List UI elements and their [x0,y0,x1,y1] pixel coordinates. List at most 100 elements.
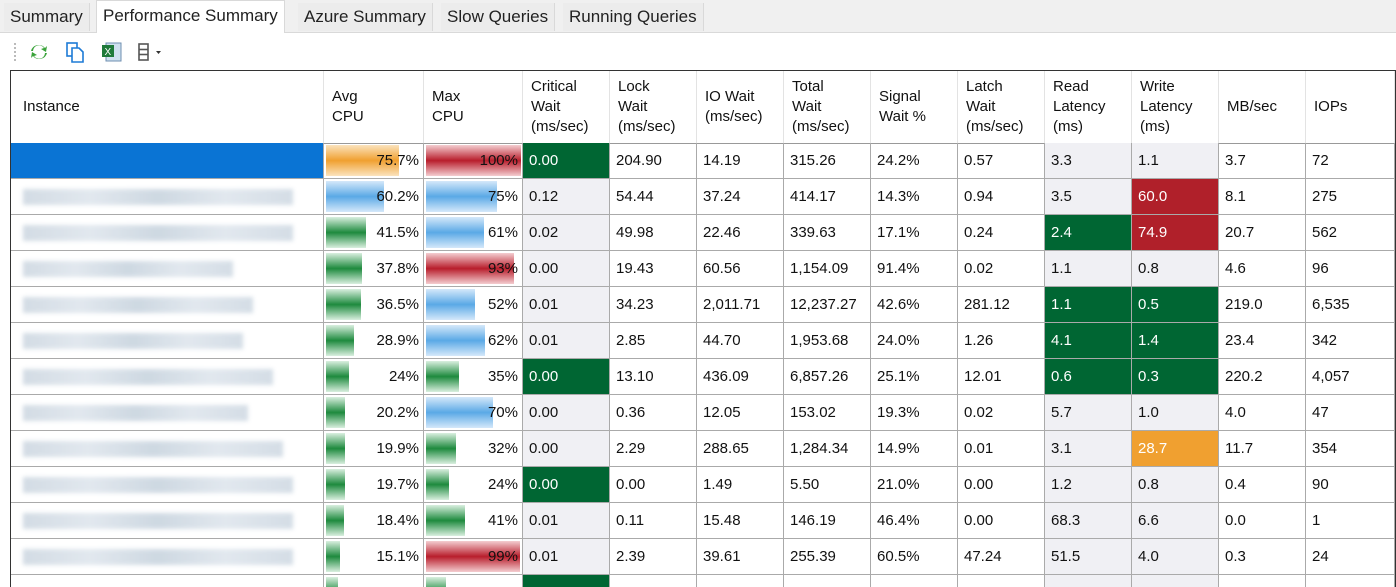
max-cpu-cell-bar [426,289,476,320]
total-wait-cell: 5.50 [784,467,871,503]
lock-wait-cell: 0.00 [610,467,697,503]
redacted-instance-name [23,261,233,277]
read-latency-cell: 3.1 [1045,431,1132,467]
latch-wait-cell: 12.01 [958,359,1045,395]
max-cpu-cell-bar [426,541,521,572]
signal-wait-cell: 19.3% [871,395,958,431]
column-header-mb-per-sec[interactable]: MB/sec [1219,71,1306,143]
avg-cpu-cell-bar [326,433,346,464]
mb-per-sec-cell: 4.0 [1219,395,1306,431]
column-header-io-wait[interactable]: IO Wait (ms/sec) [697,71,784,143]
signal-wait-cell: 24.2% [871,143,958,179]
io-wait-cell: 1.49 [697,467,784,503]
cell [1132,575,1219,587]
table-row[interactable]: 41.5% 61% 0.02 49.98 22.46 339.63 17.1% 0.24 2.4… [11,215,1395,251]
iops-cell: 90 [1306,467,1395,503]
read-latency-cell: 51.5 [1045,539,1132,575]
cell [610,575,697,587]
table-row[interactable]: 19.7% 24% 0.00 0.00 1.49 5.50 21.0% 0.00 1.2 0.8 0… [11,467,1395,503]
max-cpu-cell-bar [426,505,465,536]
tab-bar: Summary Performance Summary Azure Summary S… [0,0,1396,33]
tab-performance-summary[interactable]: Performance Summary [96,0,285,33]
max-cpu-cell-bar [426,253,515,284]
excel-export-icon[interactable]: X [100,41,122,63]
avg-cpu-cell-value: 18.4% [376,512,419,529]
refresh-icon[interactable] [28,41,50,63]
latch-wait-cell: 47.24 [958,539,1045,575]
column-header-avg-cpu[interactable]: Avg CPU [324,71,424,143]
signal-wait-cell: 14.3% [871,179,958,215]
table-row[interactable]: 20.2% 70% 0.00 0.36 12.05 153.02 19.3% 0.02 5.7 1… [11,395,1395,431]
avg-cpu-cell-value: 24% [388,368,419,385]
latch-wait-cell: 0.02 [958,395,1045,431]
max-cpu-cell: 75% [424,179,523,215]
max-cpu-cell-value: 99% [487,548,518,565]
critical-wait-cell: 0.00 [523,395,610,431]
table-row[interactable]: 37.8% 93% 0.00 19.43 60.56 1,154.09 91.4% 0.02 1… [11,251,1395,287]
column-header-signal-wait[interactable]: Signal Wait % [871,71,958,143]
max-cpu-cell-value: 75% [487,188,518,205]
redacted-instance-name [23,189,293,205]
iops-cell: 4,057 [1306,359,1395,395]
mb-per-sec-cell: 3.7 [1219,143,1306,179]
lock-wait-cell: 2.85 [610,323,697,359]
mb-per-sec-cell: 220.2 [1219,359,1306,395]
toolbar-grip[interactable] [14,43,18,61]
table-row[interactable]: 24% 35% 0.00 13.10 436.09 6,857.26 25.1% 12.01 0… [11,359,1395,395]
column-header-latch-wait[interactable]: Latch Wait (ms/sec) [958,71,1045,143]
critical-wait-cell: 0.00 [523,251,610,287]
total-wait-cell: 1,284.34 [784,431,871,467]
instance-cell [11,251,324,287]
instance-cell [11,179,324,215]
signal-wait-cell: 24.0% [871,323,958,359]
table-row[interactable]: 15.1% 99% 0.01 2.39 39.61 255.39 60.5% 47.24 51.… [11,539,1395,575]
tab-summary[interactable]: Summary [4,3,90,31]
latch-wait-cell: 1.26 [958,323,1045,359]
column-header-instance[interactable]: Instance [11,71,324,143]
redacted-instance-name [23,333,243,349]
avg-cpu-cell-bar [326,145,399,176]
column-header-read-latency[interactable]: Read Latency (ms) [1045,71,1132,143]
instance-cell [11,467,324,503]
max-cpu-cell-bar [426,397,493,428]
performance-grid: Instance Avg CPU Max CPU Critical Wait (ms/… [10,70,1396,587]
latch-wait-cell: 0.00 [958,503,1045,539]
column-header-max-cpu[interactable]: Max CPU [424,71,523,143]
read-latency-cell: 1.2 [1045,467,1132,503]
avg-cpu-cell-value: 15.1% [376,548,419,565]
max-cpu-cell: 35% [424,359,523,395]
toolbar: X [0,33,1396,69]
table-row[interactable]: 18.4% 41% 0.01 0.11 15.48 146.19 46.4% 0.00 68.3… [11,503,1395,539]
table-row[interactable]: 36.5% 52% 0.01 34.23 2,011.71 12,237.27 42.6% 2… [11,287,1395,323]
column-header-lock-wait[interactable]: Lock Wait (ms/sec) [610,71,697,143]
redacted-instance-name [23,297,253,313]
cell [871,575,958,587]
table-row[interactable]: 28.9% 62% 0.01 2.85 44.70 1,953.68 24.0% 1.26 4.… [11,323,1395,359]
cell [324,575,424,587]
table-row-partial[interactable] [11,575,1395,587]
copy-icon[interactable] [64,41,86,63]
critical-wait-cell: 0.12 [523,179,610,215]
tab-azure-summary[interactable]: Azure Summary [298,3,433,31]
cell [11,575,324,587]
critical-wait-cell: 0.01 [523,323,610,359]
max-cpu-cell: 24% [424,467,523,503]
critical-wait-cell: 0.02 [523,215,610,251]
avg-cpu-cell-value: 60.2% [376,188,419,205]
column-header-write-latency[interactable]: Write Latency (ms) [1132,71,1219,143]
cell [958,575,1045,587]
tab-running-queries[interactable]: Running Queries [563,3,704,31]
tab-slow-queries[interactable]: Slow Queries [441,3,556,31]
table-row[interactable]: 60.2% 75% 0.12 54.44 37.24 414.17 14.3% 0.94 3.5… [11,179,1395,215]
column-header-critical-wait[interactable]: Critical Wait (ms/sec) [523,71,610,143]
instance-cell [11,503,324,539]
lock-wait-cell: 204.90 [610,143,697,179]
columns-icon[interactable] [136,41,166,63]
cell [697,575,784,587]
table-row[interactable]: 19.9% 32% 0.00 2.29 288.65 1,284.34 14.9% 0.01 3… [11,431,1395,467]
mb-per-sec-cell: 0.0 [1219,503,1306,539]
column-header-iops[interactable]: IOPs [1306,71,1395,143]
column-header-total-wait[interactable]: Total Wait (ms/sec) [784,71,871,143]
total-wait-cell: 339.63 [784,215,871,251]
table-row[interactable]: 75.7% 100% 0.00 204.90 14.19 315.26 24.2% 0.57 3… [11,143,1395,179]
